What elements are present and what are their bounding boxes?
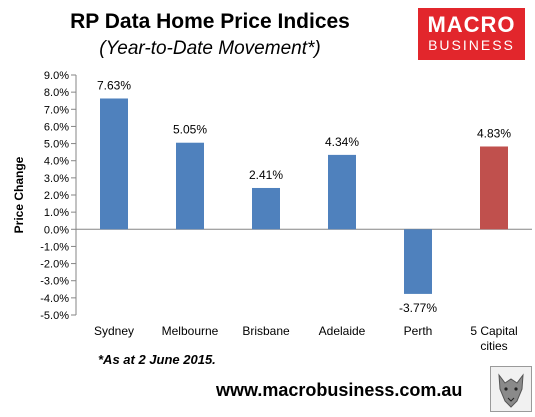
data-label: 4.83% <box>477 126 511 140</box>
y-tick-label: 2.0% <box>44 190 69 202</box>
x-tick-label: Brisbane <box>242 324 290 338</box>
y-tick-label: 9.0% <box>44 70 69 82</box>
bar <box>328 154 356 230</box>
wolf-logo-icon <box>490 366 532 412</box>
x-tick-label: Melbourne <box>162 324 219 338</box>
y-tick-label: -5.0% <box>40 310 69 322</box>
footnote: *As at 2 June 2015. <box>98 352 216 367</box>
data-label: 4.34% <box>325 135 359 149</box>
data-label: 5.05% <box>173 123 207 137</box>
y-tick-label: -4.0% <box>40 293 69 305</box>
macrobusiness-logo: MACRO BUSINESS <box>418 8 525 60</box>
y-tick-label: -1.0% <box>40 241 69 253</box>
logo-line2: BUSINESS <box>428 37 515 53</box>
chart-subtitle: (Year-to-Date Movement*) <box>99 38 321 59</box>
y-tick-label: 6.0% <box>44 121 69 133</box>
x-tick-label: Sydney <box>94 324 134 338</box>
bars <box>100 98 508 294</box>
x-tick-label: 5 Capital <box>470 324 517 338</box>
logo-line1: MACRO <box>427 12 516 37</box>
y-axis-title: Price Change <box>12 156 26 233</box>
x-tick-label: Perth <box>404 324 433 338</box>
y-axis: 9.0% 8.0% 7.0% 6.0% 5.0% 4.0% 3.0% 2.0% 1.0% 0.0%… <box>12 70 532 322</box>
y-tick-label: -2.0% <box>40 259 69 271</box>
bar <box>480 146 508 230</box>
x-axis-labels: Sydney Melbourne Brisbane Adelaide Perth 5 Ca… <box>94 324 518 353</box>
y-tick-label: 8.0% <box>44 87 69 99</box>
y-tick-label: 1.0% <box>44 207 69 219</box>
data-label: -3.77% <box>399 301 437 315</box>
data-label: 7.63% <box>97 78 131 92</box>
y-tick-label: 4.0% <box>44 156 69 168</box>
y-tick-label: -3.0% <box>40 276 69 288</box>
x-tick-label: Adelaide <box>319 324 366 338</box>
bar <box>100 98 128 230</box>
y-tick-label: 0.0% <box>44 224 69 236</box>
bar <box>404 229 432 294</box>
chart-title: RP Data Home Price Indices <box>70 10 350 33</box>
data-label: 2.41% <box>249 168 283 182</box>
y-tick-label: 3.0% <box>44 173 69 185</box>
y-tick-label: 7.0% <box>44 104 69 116</box>
y-tick-label: 5.0% <box>44 139 69 151</box>
website-url: www.macrobusiness.com.au <box>216 380 463 400</box>
bar <box>252 187 280 230</box>
data-labels: 7.63% 5.05% 2.41% 4.34% -3.77% 4.83% <box>97 78 511 314</box>
x-tick-label: cities <box>480 339 507 353</box>
bar <box>176 142 204 230</box>
